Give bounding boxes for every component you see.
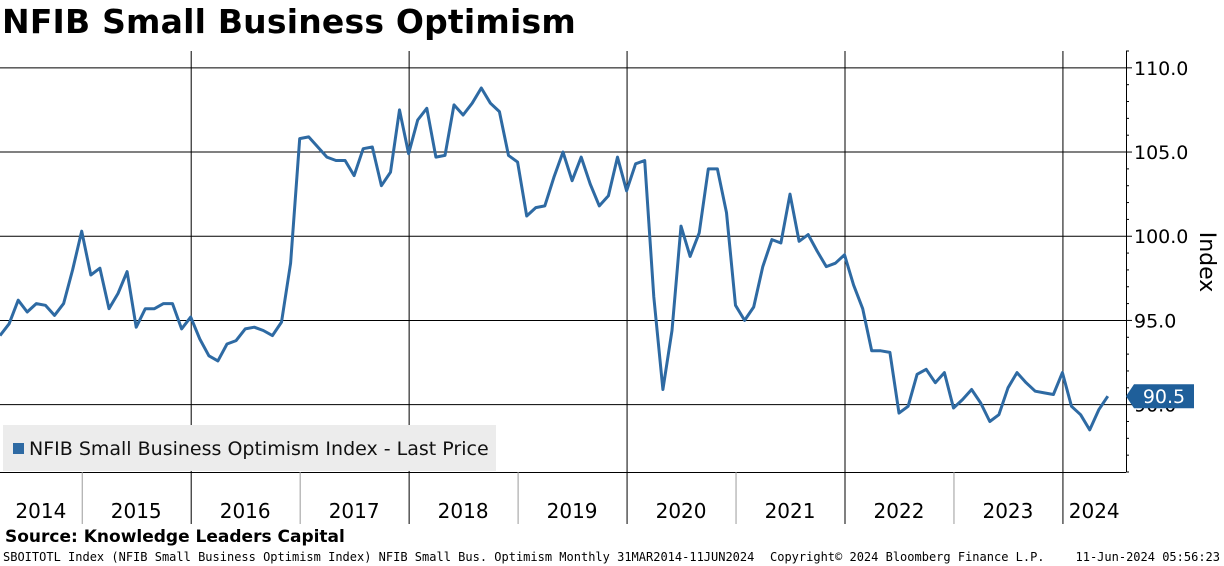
source-note: Source: Knowledge Leaders Capital	[5, 527, 345, 547]
legend-box	[3, 425, 496, 471]
series-line	[0, 86, 1110, 432]
grid-layer	[0, 51, 1126, 472]
footer-security-info: SBOITOTL Index (NFIB Small Business Opti…	[3, 550, 755, 564]
series-layer	[0, 86, 1110, 432]
x-tick-label-2021: 2021	[765, 499, 816, 523]
legend-label: NFIB Small Business Optimism Index - Las…	[29, 438, 489, 460]
footer-timestamp: 11-Jun-2024 05:56:23	[1075, 550, 1221, 564]
axis-layer: 90.095.0100.0105.0110.0Index201420152016…	[0, 50, 1219, 524]
y-axis-title: Index	[1194, 232, 1219, 293]
legend: NFIB Small Business Optimism Index - Las…	[3, 425, 496, 471]
x-tick-label-2024: 2024	[1069, 499, 1120, 523]
y-tick-label: 110.0	[1134, 58, 1188, 80]
footer-copyright: Copyright© 2024 Bloomberg Finance L.P.	[770, 550, 1045, 564]
y-tick-label: 105.0	[1134, 142, 1188, 164]
y-tick-label: 100.0	[1134, 226, 1188, 248]
x-tick-label-2018: 2018	[438, 499, 489, 523]
x-tick-label-2016: 2016	[220, 499, 271, 523]
legend-swatch	[13, 443, 24, 454]
x-tick-label-2020: 2020	[656, 499, 707, 523]
last-value-badge	[1126, 384, 1194, 409]
last-value-label: 90.5	[1143, 386, 1185, 408]
chart-title: NFIB Small Business Optimism	[2, 2, 576, 41]
y-tick-label: 95.0	[1134, 310, 1176, 332]
x-tick-label-2014: 2014	[15, 499, 66, 523]
x-tick-label-2019: 2019	[547, 499, 598, 523]
x-tick-label-2022: 2022	[874, 499, 925, 523]
x-tick-label-2023: 2023	[982, 499, 1033, 523]
x-tick-label-2017: 2017	[329, 499, 380, 523]
x-tick-label-2015: 2015	[111, 499, 162, 523]
